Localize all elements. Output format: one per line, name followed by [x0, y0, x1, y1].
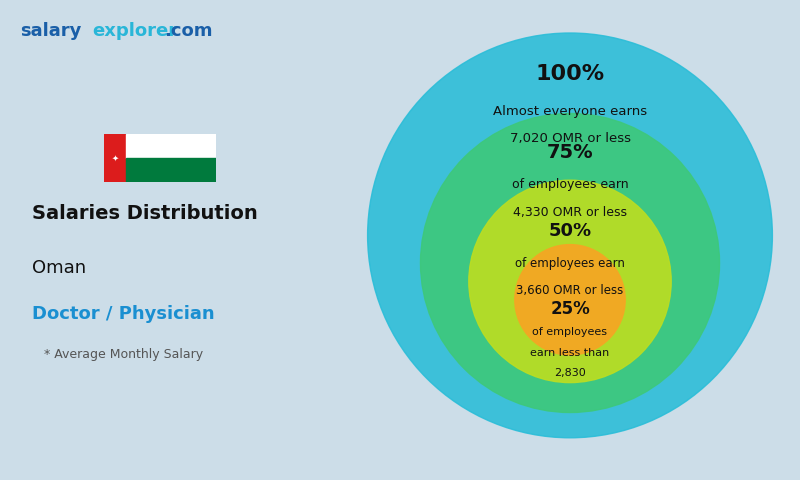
Circle shape [421, 113, 719, 412]
Text: Salaries Distribution: Salaries Distribution [32, 204, 258, 223]
Text: Doctor / Physician: Doctor / Physician [32, 305, 214, 323]
Text: Oman: Oman [32, 259, 86, 277]
Text: salary: salary [20, 22, 82, 40]
Text: 50%: 50% [549, 222, 591, 240]
Text: 75%: 75% [546, 143, 594, 162]
Text: 4,330 OMR or less: 4,330 OMR or less [513, 206, 627, 219]
Text: of employees earn: of employees earn [512, 178, 628, 192]
Text: earn less than: earn less than [530, 348, 610, 358]
Text: 2,830: 2,830 [554, 368, 586, 378]
Text: ✦: ✦ [112, 154, 118, 163]
Text: 3,660 OMR or less: 3,660 OMR or less [516, 284, 624, 297]
Text: * Average Monthly Salary: * Average Monthly Salary [44, 348, 203, 361]
Text: .com: .com [164, 22, 213, 40]
Text: Almost everyone earns: Almost everyone earns [493, 105, 647, 118]
Text: 7,020 OMR or less: 7,020 OMR or less [510, 132, 630, 145]
Circle shape [368, 33, 773, 438]
Bar [126, 134, 216, 158]
Bar [104, 134, 126, 182]
Text: 25%: 25% [550, 300, 590, 318]
Circle shape [515, 245, 626, 355]
Circle shape [469, 180, 671, 383]
Text: explorer: explorer [92, 22, 177, 40]
Text: 100%: 100% [535, 64, 605, 84]
Text: of employees: of employees [533, 327, 607, 337]
Text: of employees earn: of employees earn [515, 256, 625, 269]
Bar [126, 158, 216, 182]
